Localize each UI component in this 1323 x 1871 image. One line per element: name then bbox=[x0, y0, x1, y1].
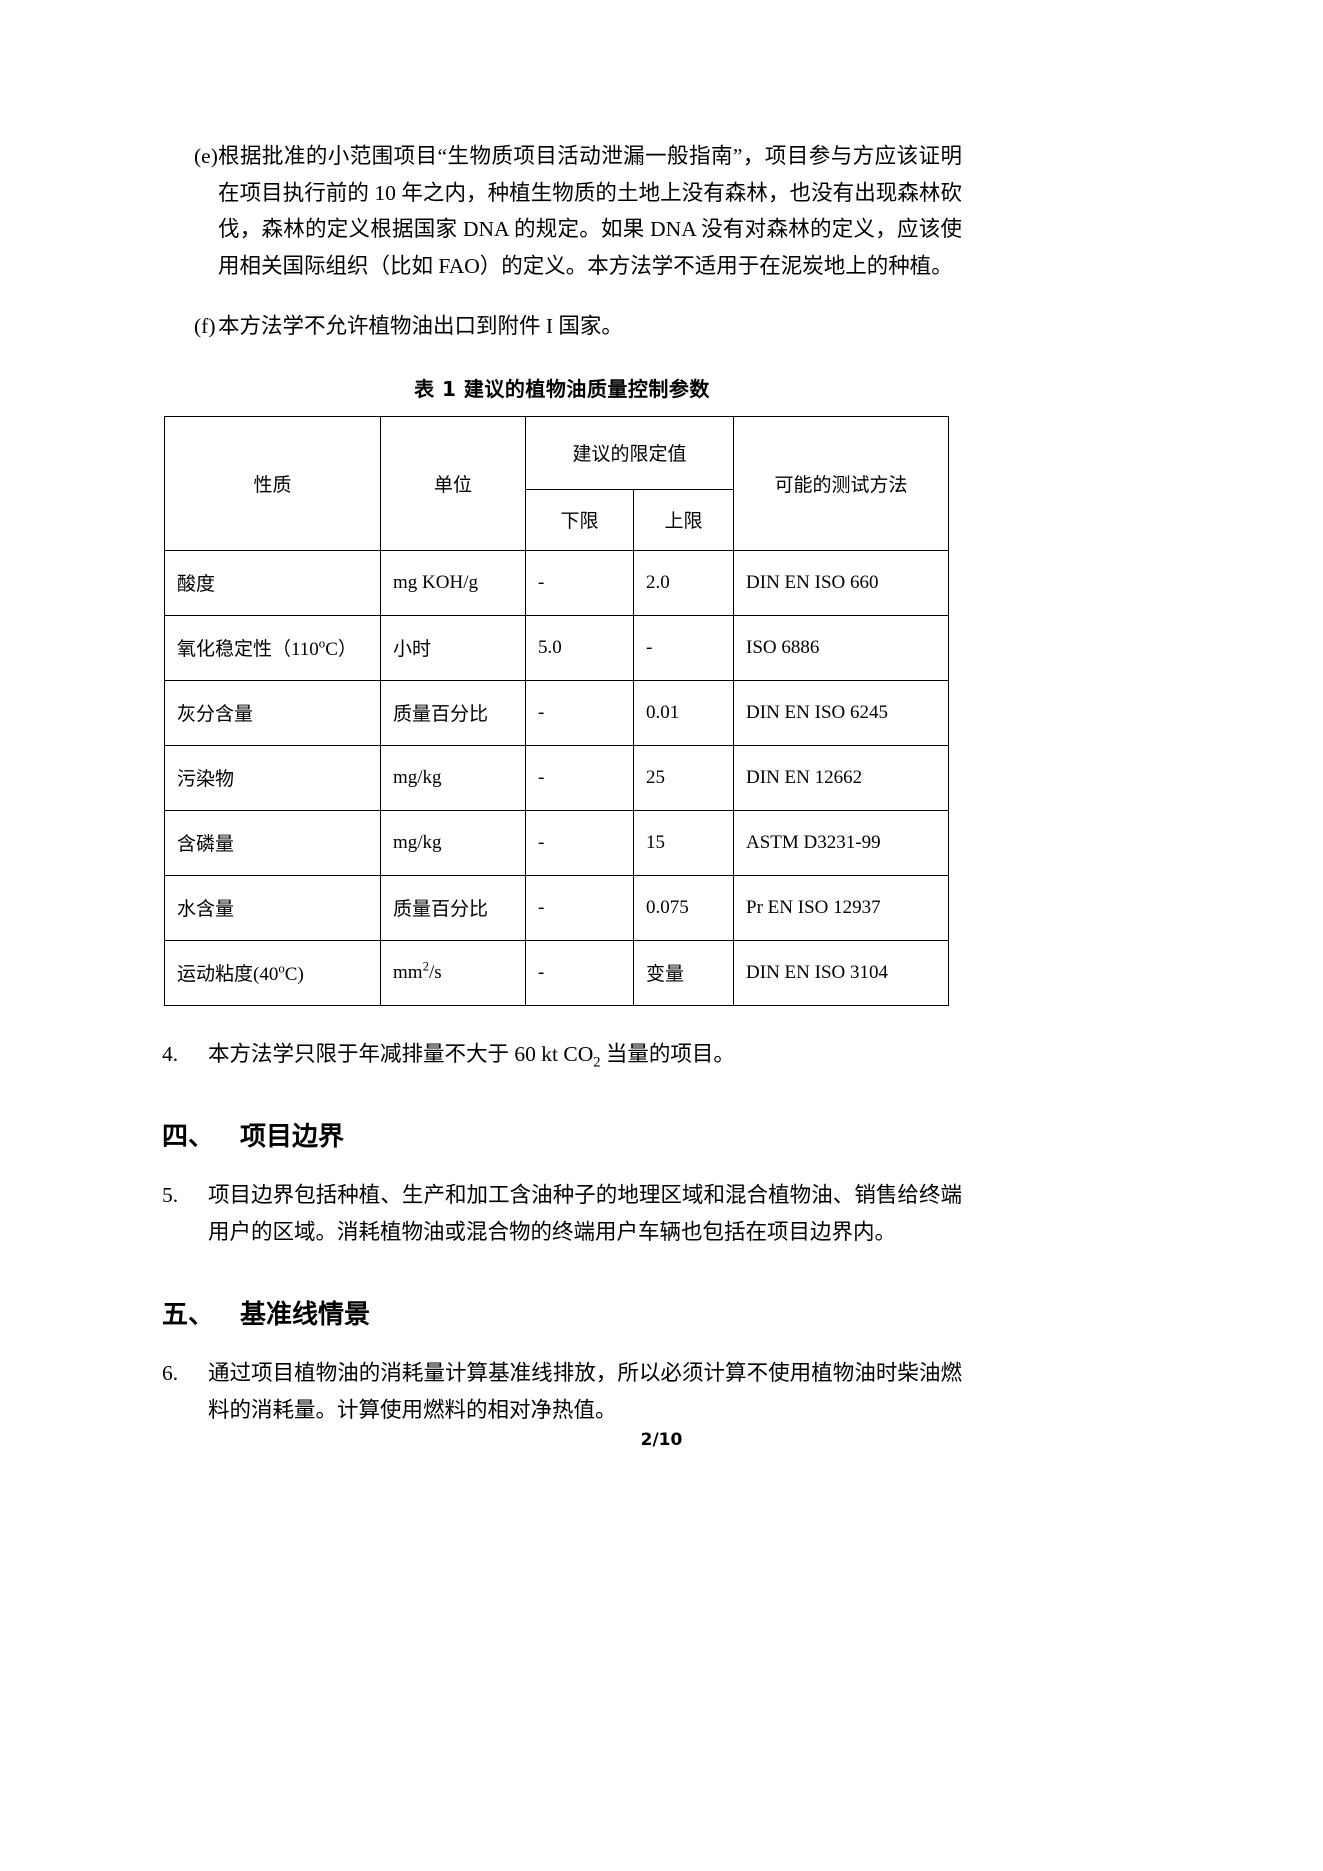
cell-method: Pr EN ISO 12937 bbox=[733, 874, 950, 941]
cell-property: 酸度 bbox=[164, 549, 381, 616]
list-marker-e: (e) bbox=[194, 144, 218, 168]
cell-property-text: 运动粘度(40oC) bbox=[177, 960, 304, 985]
table-header-unit: 单位 bbox=[380, 415, 526, 551]
table-row: 水含量 质量百分比 - 0.075 Pr EN ISO 12937 bbox=[164, 874, 950, 941]
cell-unit: mg/kg bbox=[380, 809, 526, 876]
page-number: 2/10 bbox=[640, 1430, 683, 1450]
item-text-5: 项目边界包括种植、生产和加工含油种子的地理区域和混合植物油、销售给终端用户的区域… bbox=[208, 1183, 962, 1244]
quality-control-table: 性质 单位 建议的限定值 可能的测试方法 下限 上限 酸度 mg KOH/g -… bbox=[164, 415, 950, 1006]
table-row: 运动粘度(40oC) mm2/s - 变量 DIN EN ISO 3104 bbox=[164, 939, 950, 1006]
section-number: 四、 bbox=[162, 1122, 215, 1152]
item-number-4: 4. bbox=[162, 1041, 179, 1066]
cell-upper: 15 bbox=[632, 809, 735, 876]
cell-property: 灰分含量 bbox=[164, 679, 381, 746]
numbered-item-6: 6. 通过项目植物油的消耗量计算基准线排放，所以必须计算不使用植物油时柴油燃料的… bbox=[162, 1355, 962, 1428]
section-heading-project-boundary: 四、 项目边界 bbox=[162, 1116, 962, 1153]
table-header-row-main: 性质 单位 建议的限定值 可能的测试方法 bbox=[164, 415, 950, 551]
table-caption: 表 1 建议的植物油质量控制参数 bbox=[414, 376, 710, 401]
cell-method: DIN EN 12662 bbox=[733, 744, 950, 811]
list-text-f: 本方法学不允许植物油出口到附件 I 国家。 bbox=[218, 314, 623, 338]
list-item-f: (f) 本方法学不允许植物油出口到附件 I 国家。 bbox=[162, 308, 962, 345]
cell-unit: 质量百分比 bbox=[380, 874, 526, 941]
cell-lower: - bbox=[525, 809, 634, 876]
cell-unit: mg/kg bbox=[380, 744, 526, 811]
table-row: 灰分含量 质量百分比 - 0.01 DIN EN ISO 6245 bbox=[164, 679, 950, 746]
table-header-limits: 建议的限定值 bbox=[524, 415, 735, 490]
item-number-5: 5. bbox=[162, 1183, 179, 1207]
table-row: 污染物 mg/kg - 25 DIN EN 12662 bbox=[164, 744, 950, 811]
numbered-item-4: 4. 本方法学只限于年减排量不大于 60 kt CO2 当量的项目。 bbox=[162, 1036, 962, 1073]
numbered-item-5: 5. 项目边界包括种植、生产和加工含油种子的地理区域和混合植物油、销售给终端用户… bbox=[162, 1177, 962, 1250]
cell-lower: 5.0 bbox=[525, 614, 634, 681]
table-header-property: 性质 bbox=[164, 415, 381, 551]
table-header-row-sub: 下限 上限 bbox=[165, 488, 949, 551]
cell-property: 运动粘度(40oC) bbox=[164, 939, 381, 1006]
item-number-6: 6. bbox=[162, 1361, 179, 1385]
cell-lower: - bbox=[525, 549, 634, 616]
cell-unit: 质量百分比 bbox=[380, 679, 526, 746]
cell-property-text: 氧化稳定性（110oC） bbox=[177, 635, 357, 660]
cell-unit: mg KOH/g bbox=[380, 549, 526, 616]
cell-lower: - bbox=[525, 744, 634, 811]
cell-method: ASTM D3231-99 bbox=[733, 809, 950, 876]
section-heading-baseline-scenario: 五、 基准线情景 bbox=[162, 1294, 962, 1331]
section-title: 基准线情景 bbox=[240, 1300, 371, 1330]
cell-property: 水含量 bbox=[164, 874, 381, 941]
cell-method: DIN EN ISO 6245 bbox=[733, 679, 950, 746]
table-row: 氧化稳定性（110oC） 小时 5.0 - ISO 6886 bbox=[164, 614, 950, 681]
cell-method: ISO 6886 bbox=[733, 614, 950, 681]
cell-method: DIN EN ISO 3104 bbox=[733, 939, 950, 1006]
section-title: 项目边界 bbox=[240, 1122, 345, 1152]
table-row: 含磷量 mg/kg - 15 ASTM D3231-99 bbox=[164, 809, 950, 876]
cell-lower: - bbox=[525, 874, 634, 941]
cell-method: DIN EN ISO 660 bbox=[733, 549, 950, 616]
table-header-upper: 上限 bbox=[632, 488, 735, 551]
cell-upper: 变量 bbox=[632, 939, 735, 1006]
cell-upper: - bbox=[632, 614, 735, 681]
cell-upper: 2.0 bbox=[632, 549, 735, 616]
cell-lower: - bbox=[525, 679, 634, 746]
list-item-e: (e) 根据批准的小范围项目“生物质项目活动泄漏一般指南”，项目参与方应该证明在… bbox=[162, 138, 962, 284]
cell-property: 含磷量 bbox=[164, 809, 381, 876]
page-content: (e) 根据批准的小范围项目“生物质项目活动泄漏一般指南”，项目参与方应该证明在… bbox=[162, 0, 962, 1428]
cell-unit: 小时 bbox=[380, 614, 526, 681]
cell-property: 氧化稳定性（110oC） bbox=[164, 614, 381, 681]
cell-upper: 0.01 bbox=[632, 679, 735, 746]
item-text-4: 本方法学只限于年减排量不大于 60 kt CO2 当量的项目。 bbox=[208, 1041, 735, 1070]
list-marker-f: (f) bbox=[194, 314, 216, 338]
cell-upper: 25 bbox=[632, 744, 735, 811]
cell-unit-text: mm2/s bbox=[393, 958, 442, 983]
section-number: 五、 bbox=[162, 1300, 215, 1330]
cell-lower: - bbox=[525, 939, 634, 1006]
cell-property: 污染物 bbox=[164, 744, 381, 811]
table-row: 酸度 mg KOH/g - 2.0 DIN EN ISO 660 bbox=[164, 549, 950, 616]
cell-unit: mm2/s bbox=[380, 939, 526, 1006]
item-text-6: 通过项目植物油的消耗量计算基准线排放，所以必须计算不使用植物油时柴油燃料的消耗量… bbox=[208, 1361, 962, 1422]
table-header-method: 可能的测试方法 bbox=[733, 415, 950, 551]
table-header-lower: 下限 bbox=[525, 488, 634, 551]
list-text-e: 根据批准的小范围项目“生物质项目活动泄漏一般指南”，项目参与方应该证明在项目执行… bbox=[218, 144, 962, 278]
page-footer: 2/10 bbox=[0, 1430, 1323, 1450]
cell-upper: 0.075 bbox=[632, 874, 735, 941]
